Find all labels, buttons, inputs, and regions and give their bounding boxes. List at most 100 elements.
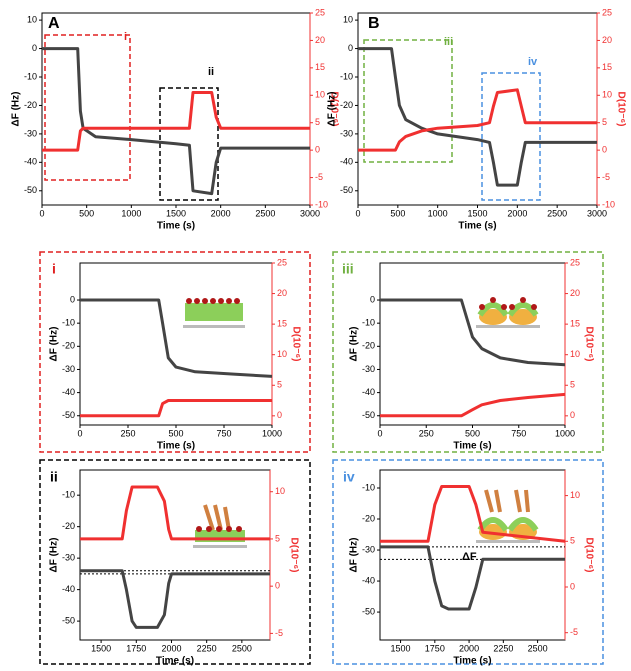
y-tick-label: -20 [62,341,75,351]
x-axis-label: Time (s) [157,221,195,232]
frame-ii [39,459,311,665]
y-tick-label: -50 [362,606,375,616]
bilayer-cartoon [183,298,245,328]
series-line [80,399,272,418]
y2-tick-label: 15 [602,62,612,72]
x-tick-label: 1500 [166,208,186,218]
y-tick-label: -20 [24,100,37,110]
box-i [44,34,131,181]
x-tick-label: 2000 [507,208,527,218]
x-axis-label: Time (s) [156,656,194,666]
y2-tick-label: 20 [570,288,580,298]
y2-axis-label: D(10⁻⁶) [288,538,299,573]
series-line [358,88,597,152]
x-tick-label: 1500 [391,643,411,653]
plot-frame [357,12,598,206]
y2-tick-label: 25 [570,257,580,267]
x-tick-label: 0 [355,208,360,218]
annotation: ii [208,66,214,78]
series-line [380,298,566,367]
series-line [380,545,565,611]
y-tick-label: -40 [62,584,75,594]
x-tick-label: 500 [390,208,405,218]
x-tick-label: 0 [77,428,82,438]
y2-tick-label: 5 [275,533,280,543]
chart-panel: 1500 1750 2000 2250 2500-10-20-30-40-50-5051… [343,469,594,667]
y-tick-label: 0 [348,43,353,53]
y2-tick-label: 15 [277,319,287,329]
y-tick-label: -10 [24,71,37,81]
y-tick-label: -50 [340,185,353,195]
x-tick-label: 500 [79,208,94,218]
x-tick-label: 1750 [126,643,146,653]
y-tick-label: -50 [62,615,75,625]
x-tick-label: 1000 [121,208,141,218]
y2-tick-label: 10 [602,90,612,100]
annotation: iii [444,36,453,48]
x-axis-label: Time (s) [157,441,195,452]
series-line [380,392,566,418]
y2-tick-label: -5 [315,172,323,182]
x-tick-label: 250 [120,428,135,438]
x-tick-label: 1000 [428,208,448,218]
y2-tick-label: 5 [602,117,607,127]
panel-boxes [39,34,604,665]
y-tick-label: -50 [362,410,375,420]
y-tick-label: -30 [340,128,353,138]
y2-axis-label: D(10⁻⁶) [583,327,594,362]
series-line [42,91,310,152]
y-tick-label: -10 [362,318,375,328]
y-tick-label: -30 [362,364,375,374]
y2-tick-label: -5 [275,628,283,638]
y-tick-label: -40 [362,575,375,585]
series-line [380,485,566,543]
y-tick-label: -30 [24,128,37,138]
y2-tick-label: -10 [315,199,328,209]
y-tick-label: 0 [370,294,375,304]
y2-tick-label: 5 [315,117,320,127]
y-tick-label: -10 [362,482,375,492]
x-tick-label: 2250 [493,643,513,653]
x-tick-label: 2250 [197,643,217,653]
panel-label: iii [342,261,354,277]
x-axis-label: Time (s) [453,656,491,666]
x-axis-label: Time (s) [453,441,491,452]
panel-label: ii [50,469,58,485]
y-tick-label: -40 [62,387,75,397]
x-tick-label: 500 [465,428,480,438]
annotation: i [124,31,127,43]
y2-tick-label: 10 [570,349,580,359]
y-tick-label: -10 [62,318,75,328]
chart-panel: 0 500 1000 1500 2000 2500 3000 10 0 -10 -20 -30 -40 -… [327,7,627,231]
x-tick-label: 500 [168,428,183,438]
y-tick-label: -30 [62,364,75,374]
box-iii [363,39,453,163]
y2-tick-label: 25 [602,7,612,17]
x-tick-label: 2000 [211,208,231,218]
y-axis-label: ΔF (Hz) [49,538,60,573]
x-tick-label: 2500 [232,643,252,653]
y2-tick-label: 0 [570,581,575,591]
chart-panel: 0 500 1000 1500 2000 2500 3000 10 0 -10 -20 -30 -40 -… [11,7,340,231]
y-tick-label: 10 [27,14,37,24]
y2-tick-label: -5 [602,172,610,182]
x-tick-label: 750 [511,428,526,438]
y2-tick-label: -10 [602,199,615,209]
panel-label: i [52,261,56,277]
y-tick-label: 0 [32,43,37,53]
series-line [358,47,597,187]
x-tick-label: 0 [377,428,382,438]
y2-tick-label: 10 [570,490,580,500]
y-axis-label: ΔF (Hz) [349,327,360,362]
x-tick-label: 1500 [467,208,487,218]
y2-tick-label: 25 [277,257,287,267]
frame-iv [332,459,604,665]
y2-tick-label: 10 [275,486,285,496]
y2-tick-label: 0 [275,581,280,591]
x-tick-label: 750 [216,428,231,438]
y2-axis-label: D(10⁻⁶) [290,327,301,362]
x-tick-label: 3000 [300,208,320,218]
y-tick-label: -50 [24,185,37,195]
